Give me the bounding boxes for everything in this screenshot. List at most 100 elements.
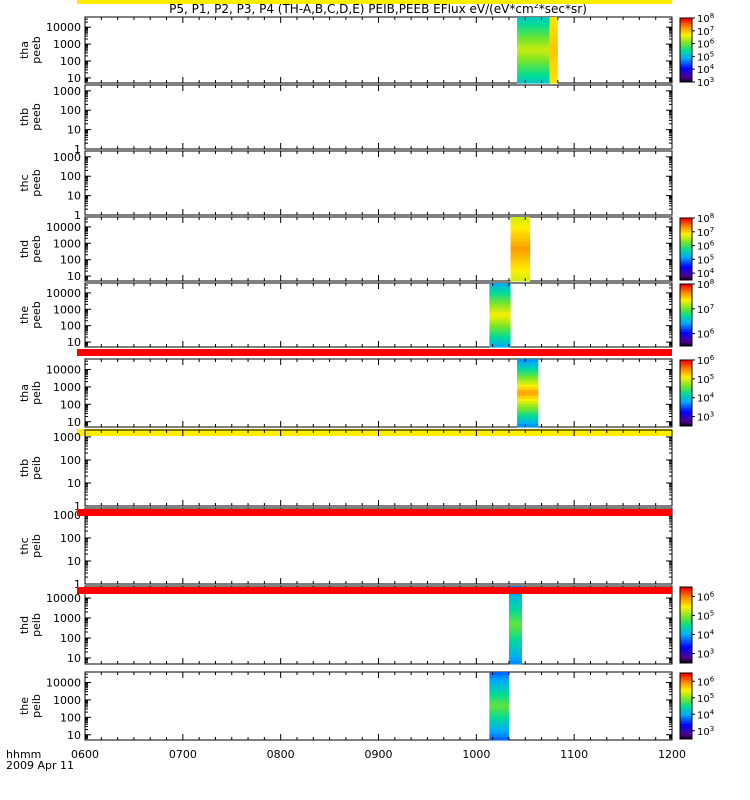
colorbar-cell [680, 407, 692, 410]
colorbar-cell [680, 311, 692, 314]
colorbar-cell [680, 62, 692, 65]
y-tick-label: 1000 [53, 694, 81, 707]
colorbar-cell [680, 218, 692, 221]
spectrogram-cell [510, 238, 531, 242]
colorbar-cell [680, 42, 692, 45]
spectrogram-cell [517, 50, 550, 54]
spectrogram-cell [508, 634, 522, 639]
spectrogram-cell [489, 338, 511, 343]
y-tick-label: 1000 [53, 303, 81, 316]
colorbar-cell [680, 655, 692, 658]
spectrogram-cell [508, 605, 522, 610]
quality-flag-bar [77, 587, 672, 594]
colorbar-cell [680, 706, 692, 709]
colorbar-cell [680, 250, 692, 253]
x-tick-label: 0900 [365, 748, 393, 761]
colorbar-cell [680, 241, 692, 244]
colorbar-cell [680, 419, 692, 422]
colorbar-cell [680, 632, 692, 635]
colorbar-cell [680, 264, 692, 267]
time-axis: 0600 0700 0800 0900 1000 1100 1200 [71, 748, 686, 761]
colorbar-cell [680, 590, 692, 594]
colorbar-cell [680, 730, 692, 733]
colorbar-cell [680, 275, 692, 278]
spectrogram-cell [517, 421, 539, 425]
colorbar-cell [680, 402, 692, 406]
colorbar-tick-label: 106 [697, 675, 715, 688]
colorbar-cell [680, 24, 692, 27]
colorbar-cell [680, 262, 692, 265]
spectrogram-cell [517, 378, 539, 383]
colorbar-cell [680, 414, 692, 417]
panel-frame [84, 429, 673, 507]
colorbar-cell [680, 19, 692, 22]
panel-frame [84, 585, 673, 665]
colorbar-cell [680, 235, 692, 238]
y-tick-label: 10 [67, 190, 81, 203]
spectrogram-cell [508, 599, 522, 603]
colorbar-cell [680, 242, 692, 245]
colorbar-cell [680, 316, 692, 319]
colorbar-cell [680, 598, 692, 601]
panel-product-label: peeb [30, 169, 43, 197]
spectrogram-cell [517, 376, 539, 380]
colorbar-cell [680, 32, 692, 35]
panel-product-label: peib [30, 381, 43, 405]
spectrogram-cell [489, 708, 509, 713]
spectrogram-cell [489, 697, 509, 701]
spectrogram-cell [489, 301, 511, 305]
spectrogram-cell [508, 631, 522, 636]
colorbar-cell [680, 673, 692, 676]
spectrogram-cell [517, 52, 550, 57]
spectrogram-cell [517, 28, 550, 32]
colorbar-tick-label: 104 [697, 629, 715, 642]
colorbar-tick-label: 107 [697, 226, 714, 239]
colorbar-cell [680, 22, 692, 25]
spectrogram-cell [489, 677, 509, 682]
spectrogram-cell [549, 80, 558, 84]
colorbar-cell [680, 50, 692, 53]
colorbar-cell [680, 341, 692, 344]
spectrogram-cell [489, 689, 509, 693]
spectrogram-cell [510, 270, 531, 274]
y-tick-label: 100 [60, 398, 81, 411]
colorbar-cell [680, 249, 692, 252]
colorbar-cell [680, 245, 692, 248]
colorbar-cell [680, 287, 692, 290]
spectrogram-cell [489, 304, 511, 308]
spectrogram-cell [517, 69, 550, 73]
spectrogram-cell [510, 257, 531, 261]
colorbar-cell [680, 689, 692, 692]
colorbar-cell [680, 239, 692, 242]
spectrogram-cell [549, 58, 558, 62]
colorbar-cell [680, 290, 692, 293]
colorbar-cell [680, 636, 692, 639]
spectrogram-cell [517, 19, 550, 24]
colorbar-cell [680, 687, 692, 690]
colorbar-cell [680, 363, 692, 366]
colorbar-cell [680, 46, 692, 49]
colorbar-cell [680, 640, 692, 643]
colorbar-cell [680, 409, 692, 412]
y-tick-label: 100 [60, 632, 81, 645]
colorbar-cell [680, 80, 692, 83]
colorbar-cell [680, 588, 692, 592]
y-tick-label: 10000 [46, 676, 81, 689]
colorbar-cell [680, 299, 692, 302]
spectrogram-cell [489, 293, 511, 297]
colorbar-cell [680, 222, 692, 225]
spectrogram-cell [517, 44, 550, 48]
spectrogram-cell [510, 251, 531, 255]
spectrogram-cell [489, 737, 509, 741]
colorbar-tick-label: 107 [697, 303, 714, 316]
x-tick-label: 0800 [267, 748, 295, 761]
y-tick-label: 1000 [53, 381, 81, 394]
spectrogram-cell [508, 657, 522, 662]
colorbar-cell [680, 607, 692, 611]
colorbar-cell [680, 338, 692, 341]
colorbar-cell [680, 332, 692, 335]
spectrogram-cell [489, 728, 509, 733]
y-tick-label: 100 [60, 711, 81, 724]
colorbar-cell [680, 421, 692, 424]
